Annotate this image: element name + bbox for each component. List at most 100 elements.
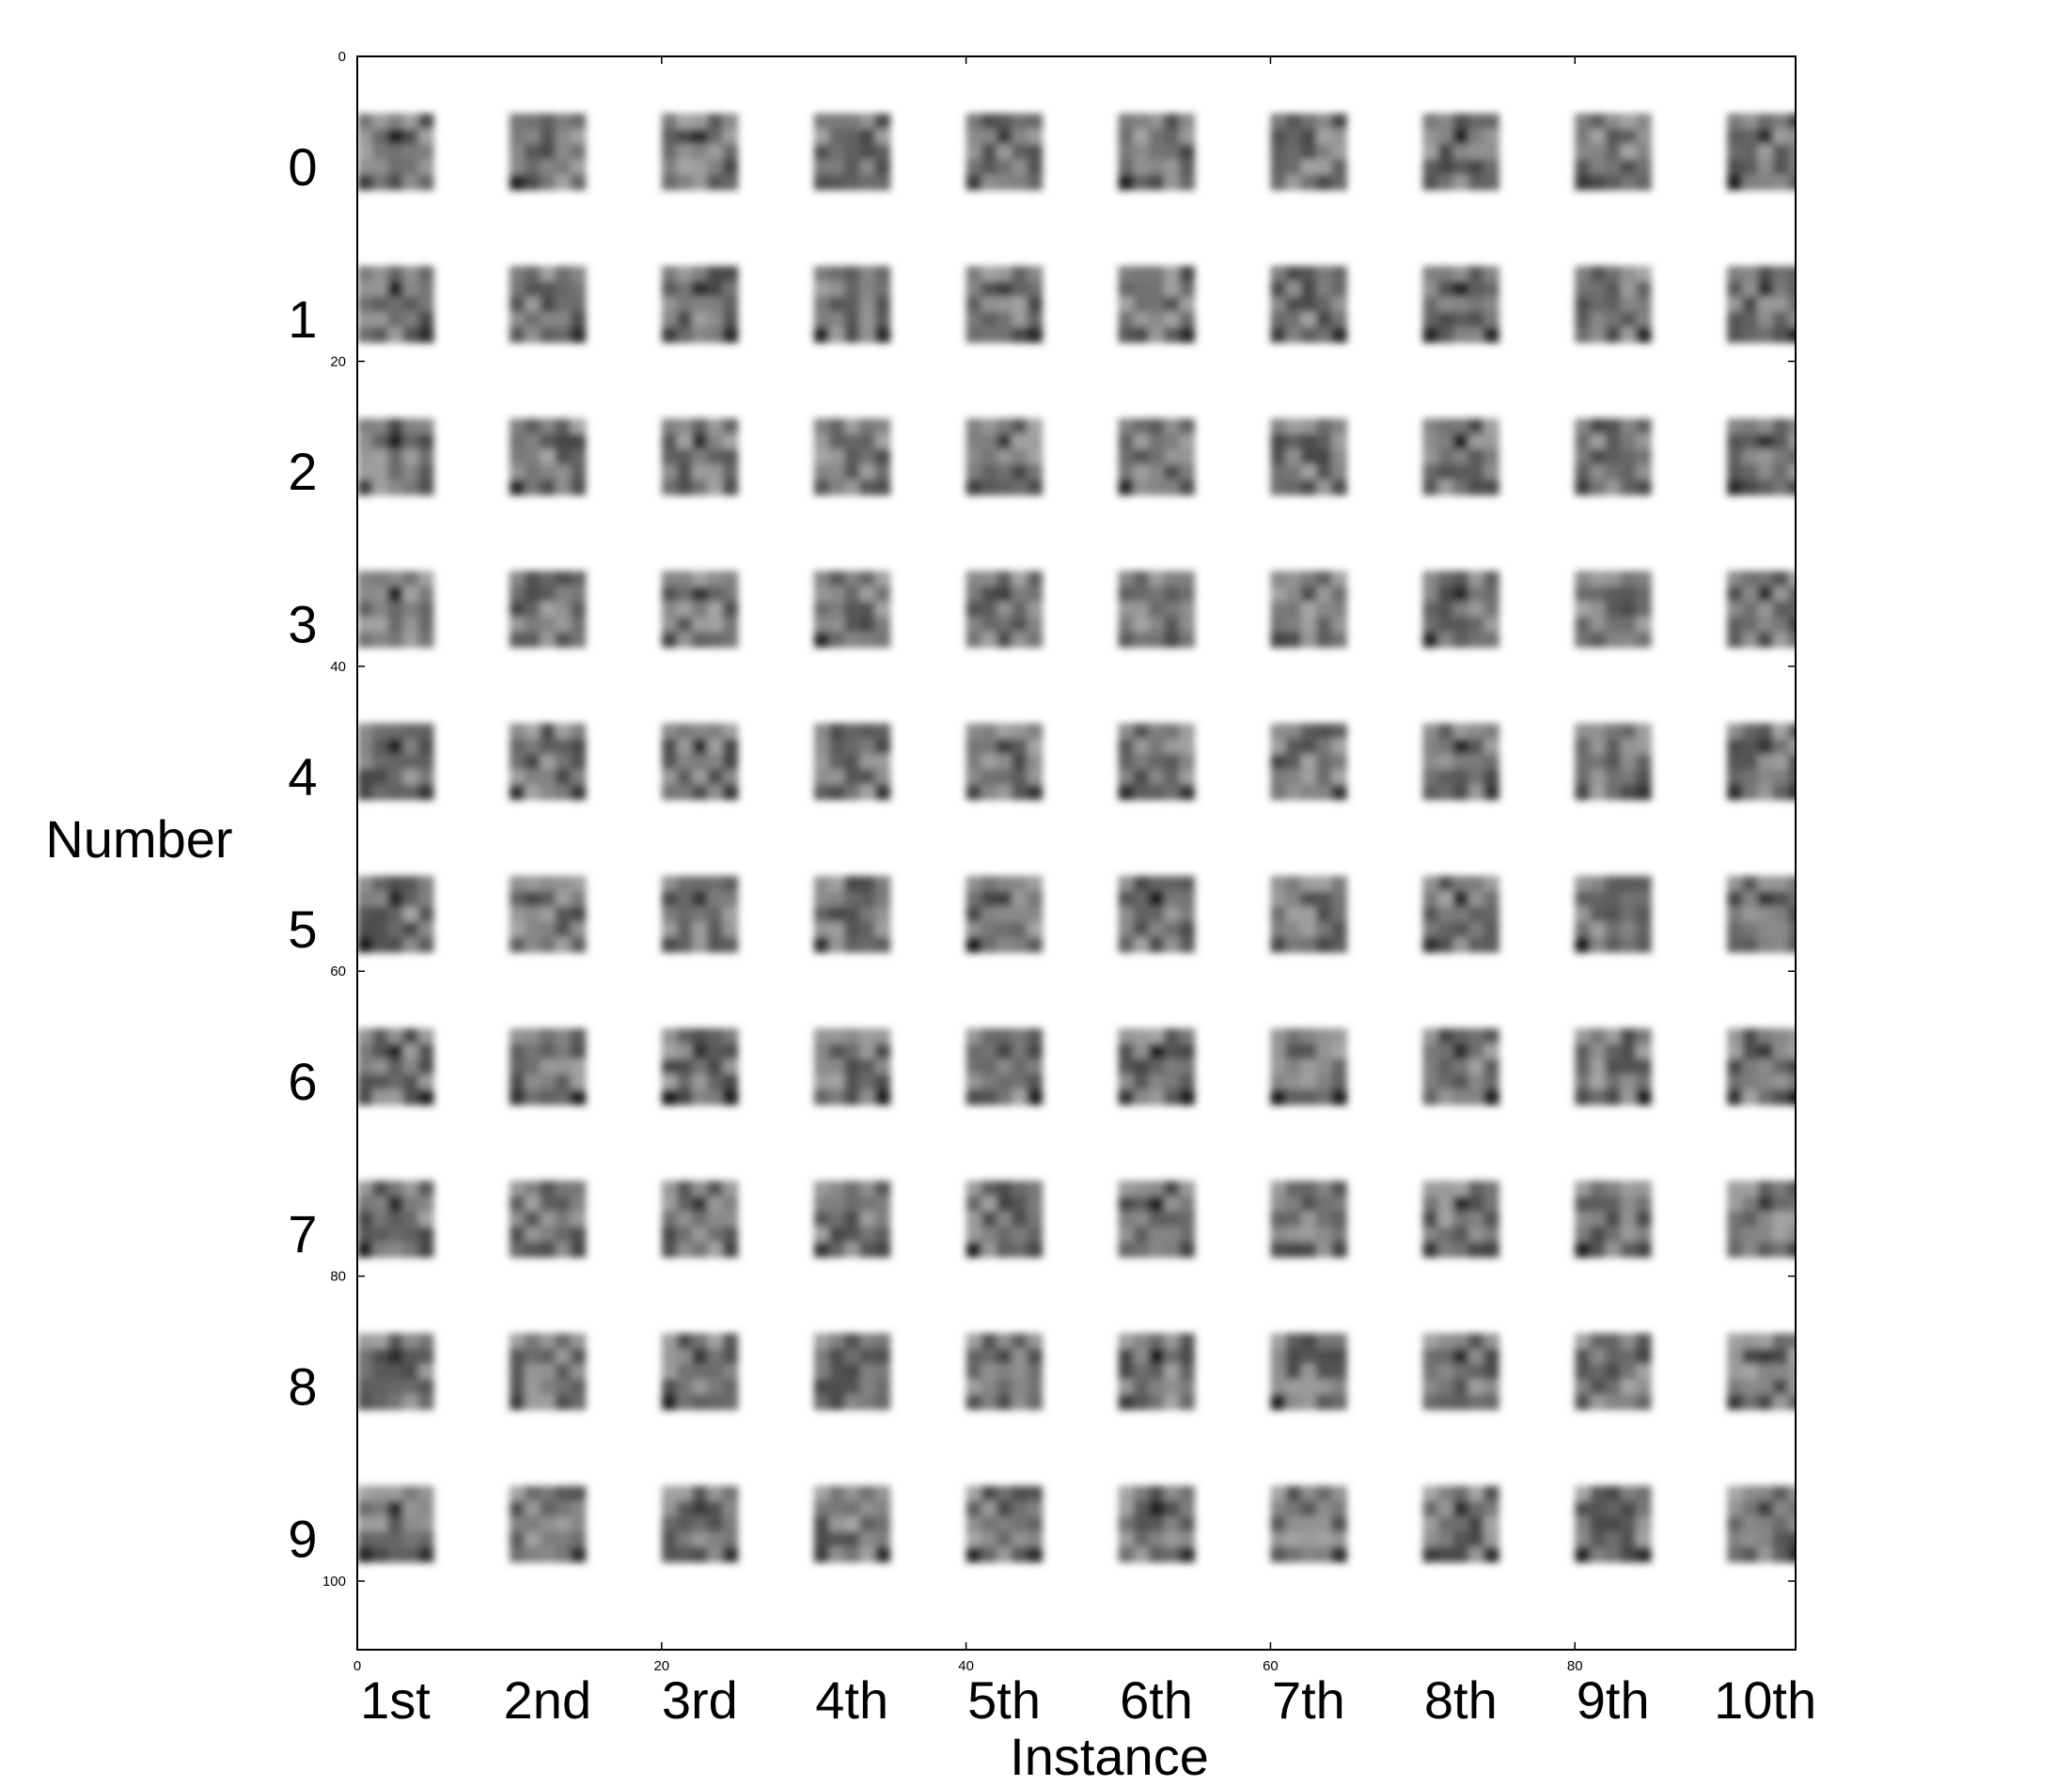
tile-pixel xyxy=(1452,1333,1469,1350)
tile-pixel xyxy=(1270,784,1287,801)
tile-pixel xyxy=(570,936,587,953)
tile-pixel xyxy=(1772,433,1789,450)
tile-pixel xyxy=(1742,617,1759,633)
tile-pixel xyxy=(387,418,404,434)
tile-pixel xyxy=(1757,266,1774,282)
tile-pixel xyxy=(1133,891,1150,907)
tile-pixel xyxy=(707,281,724,297)
tile-pixel xyxy=(1787,601,1796,618)
tile-pixel xyxy=(1437,632,1454,649)
tile-pixel xyxy=(1636,479,1652,495)
tile-pixel xyxy=(1148,1196,1165,1213)
tile-pixel xyxy=(1012,418,1028,434)
tile-pixel xyxy=(1027,433,1044,450)
tile-pixel xyxy=(722,1242,739,1258)
tile-pixel xyxy=(1270,1181,1287,1197)
tile-pixel xyxy=(1148,1226,1165,1243)
tile-pixel xyxy=(372,159,388,176)
tile-pixel xyxy=(1133,1546,1150,1563)
tile-pixel xyxy=(1437,1181,1454,1197)
tile-pixel xyxy=(1012,1333,1028,1350)
tile-pixel xyxy=(417,311,434,328)
tile-pixel xyxy=(1636,266,1652,282)
tile-pixel xyxy=(402,1242,419,1258)
tile-pixel xyxy=(1118,1073,1135,1090)
tile-number-2-instance-2 xyxy=(509,418,587,495)
tile-number-1-instance-3 xyxy=(661,266,739,343)
tile-pixel xyxy=(661,1546,678,1563)
tile-pixel xyxy=(1164,281,1180,297)
tile-pixel xyxy=(509,174,526,191)
tile-pixel xyxy=(1757,1363,1774,1380)
tile-pixel xyxy=(874,1089,891,1105)
tile-pixel xyxy=(525,1485,541,1502)
tile-pixel xyxy=(1437,1485,1454,1502)
tile-pixel xyxy=(692,326,708,343)
tile-pixel xyxy=(1331,1196,1347,1213)
tile-pixel xyxy=(555,1333,572,1350)
tile-pixel xyxy=(1742,448,1759,465)
tile-pixel xyxy=(1757,1073,1774,1090)
tile-pixel xyxy=(1483,571,1499,588)
tile-pixel xyxy=(1437,1500,1454,1517)
tile-pixel xyxy=(844,1028,860,1044)
tile-pixel xyxy=(1483,311,1499,328)
tile-pixel xyxy=(1437,129,1454,145)
tile-pixel xyxy=(402,738,419,755)
tile-pixel xyxy=(1285,1226,1302,1243)
tile-pixel xyxy=(540,1226,557,1243)
tile-pixel xyxy=(1148,936,1165,953)
tile-pixel xyxy=(1012,571,1028,588)
tile-pixel xyxy=(1285,1516,1302,1532)
tile-pixel xyxy=(1179,1485,1196,1502)
tile-pixel xyxy=(402,174,419,191)
tile-pixel xyxy=(981,891,997,907)
tile-pixel xyxy=(981,281,997,297)
tile-pixel xyxy=(1620,1333,1637,1350)
tile-pixel xyxy=(828,784,845,801)
tile-number-1-instance-1 xyxy=(357,266,434,343)
tile-pixel xyxy=(1027,617,1044,633)
tile-pixel xyxy=(1270,418,1287,434)
tile-pixel xyxy=(570,326,587,343)
tile-pixel xyxy=(1270,632,1287,649)
tile-pixel xyxy=(1422,311,1439,328)
tile-pixel xyxy=(1270,875,1287,892)
tile-pixel xyxy=(661,1196,678,1213)
tile-pixel xyxy=(540,1089,557,1105)
tile-pixel xyxy=(1164,936,1180,953)
tile-number-3-instance-9 xyxy=(1575,571,1652,649)
tile-pixel xyxy=(1575,1196,1591,1213)
tile-pixel xyxy=(1300,921,1317,938)
tile-pixel xyxy=(1331,632,1347,649)
tile-pixel xyxy=(1437,479,1454,495)
tile-pixel xyxy=(417,1516,434,1532)
tile-pixel xyxy=(1300,1516,1317,1532)
tile-pixel xyxy=(707,479,724,495)
tile-pixel xyxy=(1331,159,1347,176)
tile-pixel xyxy=(402,1333,419,1350)
tile-pixel xyxy=(1452,632,1469,649)
tile-pixel xyxy=(1452,1546,1469,1563)
tile-pixel xyxy=(707,617,724,633)
tile-pixel xyxy=(1148,784,1165,801)
tile-pixel xyxy=(525,1028,541,1044)
tile-pixel xyxy=(1468,1485,1484,1502)
tile-pixel xyxy=(677,433,693,450)
tile-pixel xyxy=(1620,1500,1637,1517)
tile-pixel xyxy=(859,1242,876,1258)
tile-pixel xyxy=(722,601,739,618)
tile-pixel xyxy=(1605,418,1622,434)
tile-number-2-instance-3 xyxy=(661,418,739,495)
tile-number-9-instance-8 xyxy=(1422,1485,1499,1563)
tile-pixel xyxy=(1316,281,1332,297)
tile-pixel xyxy=(1575,738,1591,755)
tile-pixel xyxy=(1468,418,1484,434)
tile-pixel xyxy=(540,738,557,755)
tile-pixel xyxy=(357,129,373,145)
tile-pixel xyxy=(417,875,434,892)
tile-pixel xyxy=(1787,1028,1796,1044)
row-label-1: 1 xyxy=(288,290,317,349)
tile-pixel xyxy=(965,1211,982,1228)
tile-pixel xyxy=(981,266,997,282)
